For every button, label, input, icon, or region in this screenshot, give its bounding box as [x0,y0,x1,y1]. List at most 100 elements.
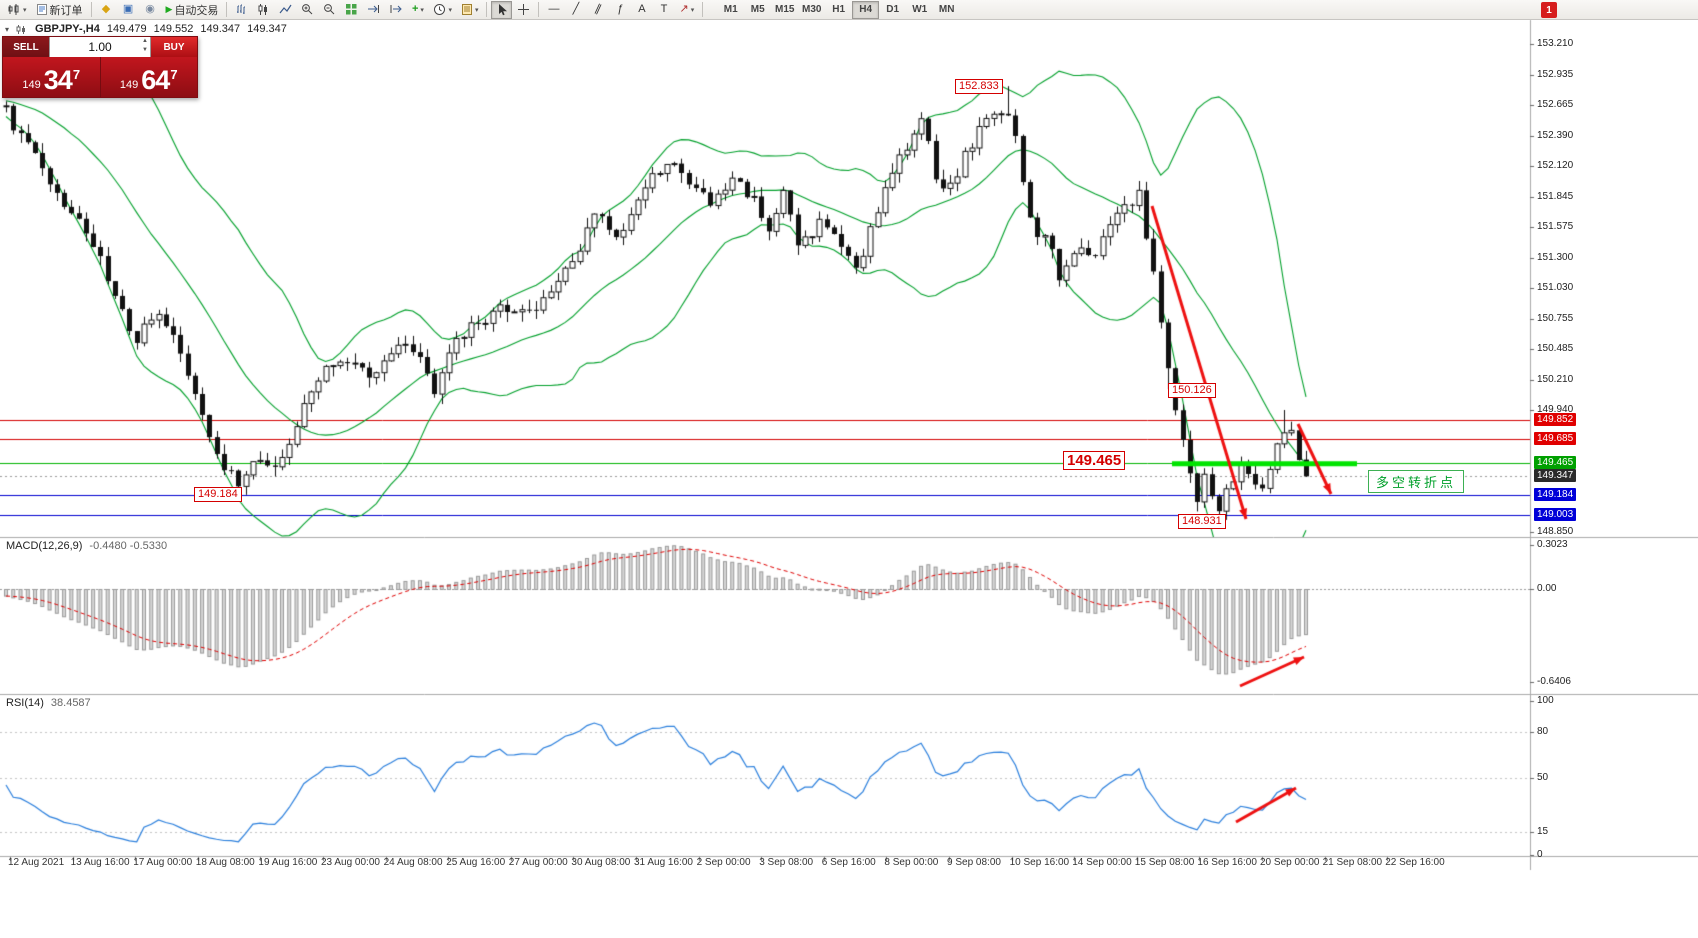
chart-shift-button[interactable] [385,1,406,19]
text-button[interactable]: A [631,1,652,19]
turning-point-annotation[interactable]: 多空转折点 [1368,470,1465,493]
price-tag: 149.003 [1534,507,1577,521]
price-tag: 149.852 [1534,412,1577,426]
price-tick: 150.485 [1537,343,1574,354]
candlestick-chart-icon [8,4,19,15]
time-label: 9 Sep 08:00 [947,857,1001,868]
price-tick: 152.120 [1537,160,1574,171]
notification-badge[interactable]: 1 [1541,2,1557,18]
ohlc-close: 149.347 [247,23,287,35]
candle-chart-button[interactable] [253,1,274,19]
metaeditor-button[interactable]: ◆ [96,1,117,19]
macd-tick: 0.00 [1537,582,1557,594]
zoom-in-button[interactable] [297,1,318,19]
price-tick: 151.030 [1537,282,1574,293]
templates-button[interactable]: ▾ [457,1,483,19]
play-icon: ▶ [165,4,173,14]
spin-down-icon[interactable]: ▼ [142,47,148,53]
timeframe-d1[interactable]: D1 [879,1,906,19]
bar-chart-button[interactable] [231,1,252,19]
macd-label: MACD(12,26,9) -0.4480 -0.5330 [6,540,168,552]
separator [486,2,488,17]
spin-up-icon[interactable]: ▲ [142,38,148,44]
tile-windows-button[interactable] [341,1,362,19]
rsi-tick: 100 [1537,695,1554,706]
sell-price[interactable]: 149 34 7 [3,57,101,97]
time-label: 17 Aug 00:00 [133,857,193,868]
time-label: 25 Aug 16:00 [446,857,506,868]
community-button[interactable]: ◉ [140,1,161,19]
fibonacci-button[interactable]: ƒ [609,1,630,19]
arrows-tool-button[interactable]: ↗ ▾ [675,1,698,19]
market-watch-button[interactable]: ▣ [118,1,139,19]
ohlc-open: 149.479 [106,23,147,35]
price-tick: 152.665 [1537,99,1574,110]
channel-button[interactable]: ∥ [587,1,608,19]
time-axis: 12 Aug 2021 13 Aug 16:00 17 Aug 00:00 18 Au… [0,857,1698,877]
cursor-button[interactable] [491,0,513,19]
time-label: 30 Aug 08:00 [571,857,631,868]
volume-spinner[interactable]: ▲ ▼ [142,37,148,55]
line-chart-icon [279,4,292,14]
time-label: 22 Sep 16:00 [1385,857,1445,868]
price-tick: 150.755 [1537,312,1574,324]
ohlc-low: 149.347 [200,23,241,35]
bar-chart-icon [237,4,246,14]
timeframe-m5[interactable]: M5 [744,1,771,19]
price-tick: 151.845 [1537,190,1574,202]
time-label: 15 Sep 08:00 [1134,857,1195,868]
autotrading-button[interactable]: ▶ 自动交易 [162,1,223,19]
timeframe-h1[interactable]: H1 [825,1,852,19]
zoom-out-button[interactable] [319,1,340,19]
time-label: 19 Aug 16:00 [258,857,318,868]
price-flag-low-sep[interactable]: 148.931 [1178,514,1226,529]
timeframe-m30[interactable]: M30 [798,1,825,19]
time-label: 31 Aug 16:00 [634,857,693,868]
price-flag-swing[interactable]: 150.126 [1168,383,1216,398]
label-button[interactable]: T [653,1,674,19]
time-label: 8 Sep 00:00 [884,857,939,868]
cursor-icon [498,4,507,16]
trendline-button[interactable]: ╱ [565,1,586,19]
rsi-label: RSI(14) 38.4587 [6,697,91,709]
timeframe-m15[interactable]: M15 [771,1,798,19]
mini-chart-icon [16,24,26,34]
price-tag: 149.465 [1534,456,1577,470]
time-label: 20 Sep 00:00 [1260,857,1320,868]
macd-tick: -0.6406 [1537,676,1571,688]
rsi-tick: 15 [1537,825,1549,837]
periods-button[interactable]: ▾ [429,1,456,19]
price-tag: 149.184 [1534,487,1577,501]
separator [90,2,92,17]
price-tick: 149.940 [1537,404,1574,415]
volume-input[interactable]: 1.00 ▲ ▼ [49,37,151,57]
quick-trade-toggle[interactable]: ▾ [5,24,10,34]
time-label: 12 Aug 2021 [8,857,65,868]
clock-icon [434,4,446,15]
timeframe-h4[interactable]: H4 [852,0,880,19]
new-chart-button[interactable]: ▾ [3,1,31,19]
timeframe-group: M1 M5 M15 M30 H1 H4 D1 W1 MN [717,0,960,19]
buy-price[interactable]: 149 64 7 [119,65,178,95]
auto-scroll-button[interactable] [363,1,384,19]
price-flag-low-aug[interactable]: 149.184 [194,487,242,502]
hline-button[interactable]: — [543,1,564,19]
crosshair-button[interactable] [513,1,534,19]
indicators-button[interactable]: + ▾ [407,1,428,19]
timeframe-m1[interactable]: M1 [717,1,744,19]
price-flag-support[interactable]: 149.465 [1063,451,1126,470]
price-tick: 148.850 [1537,526,1574,537]
line-chart-button[interactable] [275,1,296,19]
price-flag-peak[interactable]: 152.833 [955,79,1003,94]
timeframe-w1[interactable]: W1 [906,1,933,19]
timeframe-mn[interactable]: MN [933,1,960,19]
rsi-tick: 0 [1537,849,1543,860]
time-label: 6 Sep 16:00 [821,857,876,868]
new-order-button[interactable]: 新订单 [32,1,87,19]
macd-tick: 0.3023 [1537,538,1568,550]
price-tick: 151.300 [1537,251,1574,263]
candle-chart-icon [258,4,268,15]
buy-button[interactable]: BUY [151,37,197,57]
sell-button[interactable]: SELL [3,37,49,57]
